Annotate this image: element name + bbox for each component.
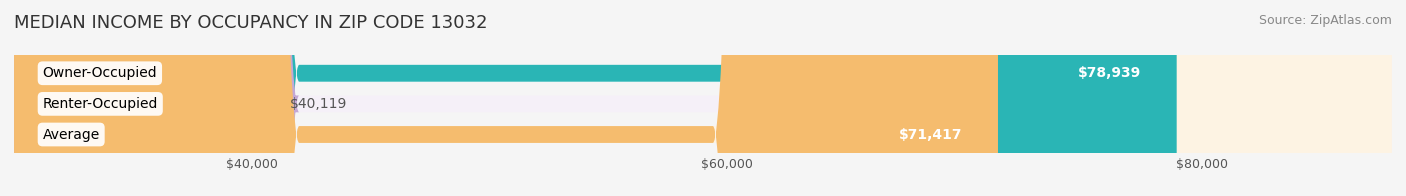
Text: $78,939: $78,939 [1078, 66, 1142, 80]
Text: MEDIAN INCOME BY OCCUPANCY IN ZIP CODE 13032: MEDIAN INCOME BY OCCUPANCY IN ZIP CODE 1… [14, 14, 488, 32]
Text: Average: Average [42, 128, 100, 142]
Text: $40,119: $40,119 [290, 97, 347, 111]
FancyBboxPatch shape [14, 0, 1392, 196]
FancyBboxPatch shape [14, 0, 998, 196]
FancyBboxPatch shape [14, 0, 1177, 196]
Text: $71,417: $71,417 [898, 128, 962, 142]
FancyBboxPatch shape [0, 0, 299, 196]
Text: Source: ZipAtlas.com: Source: ZipAtlas.com [1258, 14, 1392, 27]
FancyBboxPatch shape [14, 0, 1392, 196]
Text: Owner-Occupied: Owner-Occupied [42, 66, 157, 80]
Text: Renter-Occupied: Renter-Occupied [42, 97, 157, 111]
FancyBboxPatch shape [14, 0, 1392, 196]
